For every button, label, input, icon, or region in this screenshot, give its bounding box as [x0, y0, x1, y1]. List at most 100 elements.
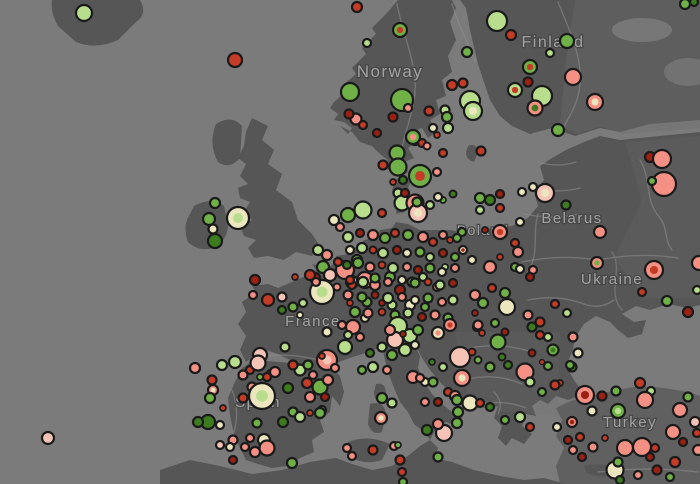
map-marker[interactable] [564, 359, 576, 371]
map-marker[interactable] [313, 406, 327, 420]
map-marker[interactable] [690, 254, 700, 272]
map-marker[interactable] [248, 273, 262, 287]
map-marker[interactable] [341, 230, 355, 244]
map-marker[interactable] [534, 329, 546, 341]
map-marker[interactable] [394, 441, 402, 449]
map-marker[interactable] [361, 37, 373, 49]
map-marker[interactable] [651, 148, 673, 170]
map-marker[interactable] [396, 274, 408, 286]
map-marker[interactable] [244, 432, 256, 444]
map-marker[interactable] [534, 316, 546, 328]
map-marker[interactable] [424, 199, 436, 211]
map-marker[interactable] [348, 305, 362, 319]
map-marker[interactable] [214, 419, 226, 431]
map-marker[interactable] [303, 390, 317, 404]
map-marker[interactable] [633, 376, 647, 390]
map-marker[interactable] [427, 122, 439, 134]
map-marker[interactable] [293, 410, 307, 424]
map-marker[interactable] [448, 345, 472, 369]
map-marker[interactable] [448, 189, 458, 199]
map-marker[interactable] [376, 341, 388, 353]
map-marker[interactable] [635, 390, 655, 410]
map-marker[interactable] [344, 244, 356, 256]
map-marker[interactable] [646, 175, 658, 187]
map-marker[interactable] [526, 321, 538, 333]
map-marker[interactable] [592, 224, 608, 240]
map-marker[interactable] [424, 251, 436, 263]
map-marker[interactable] [397, 174, 409, 186]
map-marker[interactable] [468, 288, 482, 302]
map-marker[interactable] [237, 369, 249, 381]
map-marker[interactable] [258, 439, 276, 457]
map-marker[interactable] [377, 260, 387, 270]
map-marker[interactable] [281, 381, 295, 395]
map-marker[interactable] [311, 243, 325, 257]
map-marker[interactable] [457, 77, 469, 89]
map-marker[interactable] [385, 348, 399, 362]
map-marker[interactable] [386, 261, 400, 275]
map-marker[interactable] [475, 145, 487, 157]
map-marker[interactable] [482, 259, 498, 275]
map-marker[interactable] [402, 102, 414, 114]
map-marker[interactable] [551, 421, 563, 433]
map-marker[interactable] [356, 364, 368, 376]
map-marker[interactable] [483, 193, 497, 207]
map-marker[interactable] [441, 121, 455, 135]
map-marker[interactable] [318, 352, 326, 360]
map-marker[interactable] [320, 248, 334, 262]
map-marker[interactable] [432, 191, 444, 203]
map-marker[interactable] [524, 271, 536, 283]
map-marker[interactable] [208, 196, 222, 210]
map-marker[interactable] [332, 256, 344, 268]
map-marker[interactable] [409, 277, 421, 289]
map-marker[interactable] [353, 200, 373, 220]
map-marker[interactable] [356, 291, 368, 303]
map-marker[interactable] [310, 276, 322, 288]
map-marker[interactable] [287, 301, 299, 313]
map-marker[interactable] [472, 319, 484, 331]
map-marker[interactable] [466, 254, 478, 266]
map-marker[interactable] [560, 199, 572, 211]
map-marker[interactable] [378, 231, 392, 245]
map-marker[interactable] [276, 291, 288, 303]
map-marker[interactable] [429, 309, 441, 321]
map-marker[interactable] [481, 226, 489, 234]
map-marker[interactable] [357, 119, 369, 131]
map-marker[interactable] [341, 442, 353, 454]
map-marker[interactable] [513, 410, 527, 424]
map-marker[interactable] [691, 427, 700, 439]
map-marker[interactable] [423, 277, 433, 287]
map-marker[interactable] [644, 451, 656, 463]
map-marker[interactable] [339, 81, 361, 103]
map-marker[interactable] [681, 305, 695, 319]
map-marker[interactable] [596, 390, 608, 402]
map-marker[interactable] [489, 333, 507, 351]
map-marker[interactable] [371, 127, 383, 139]
map-marker[interactable] [412, 264, 424, 276]
map-marker[interactable] [329, 362, 341, 374]
map-marker[interactable] [478, 329, 486, 337]
map-marker[interactable] [227, 454, 239, 466]
map-marker[interactable] [351, 256, 365, 270]
map-marker[interactable] [437, 247, 449, 259]
map-marker[interactable] [476, 296, 490, 310]
map-marker[interactable] [504, 28, 518, 42]
map-marker[interactable] [319, 391, 331, 403]
map-marker[interactable] [614, 474, 626, 484]
map-marker[interactable] [664, 423, 682, 441]
map-marker[interactable] [498, 286, 512, 300]
map-marker[interactable] [215, 358, 229, 372]
map-marker[interactable] [261, 371, 273, 383]
map-marker[interactable] [300, 376, 314, 390]
map-marker[interactable] [431, 166, 443, 178]
map-marker[interactable] [562, 434, 574, 446]
map-marker[interactable] [397, 476, 409, 484]
map-marker[interactable] [321, 326, 333, 338]
map-marker[interactable] [522, 76, 534, 88]
map-marker[interactable] [401, 247, 413, 259]
map-marker[interactable] [416, 230, 430, 244]
map-marker[interactable] [486, 282, 498, 294]
map-marker[interactable] [322, 267, 338, 283]
map-marker[interactable] [350, 0, 364, 14]
map-marker[interactable] [369, 272, 381, 284]
